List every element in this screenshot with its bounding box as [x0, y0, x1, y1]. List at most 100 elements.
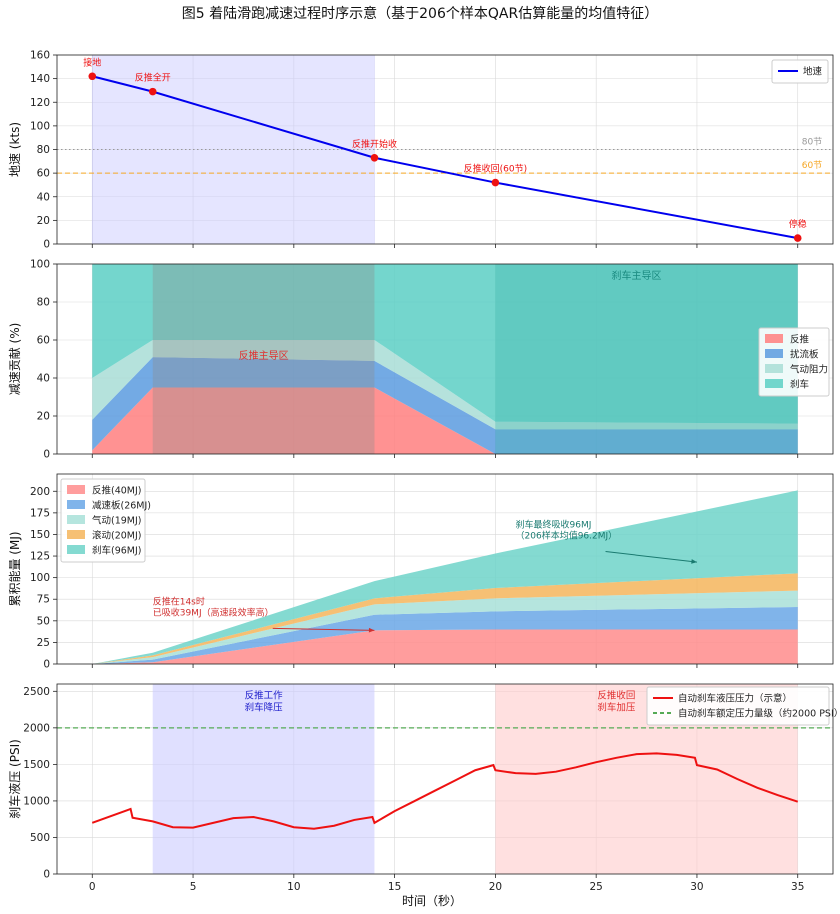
- legend-swatch-2: [765, 349, 783, 358]
- legend-item-2: 自动刹车额定压力量级（约2000 PSI）: [678, 708, 840, 720]
- y-tick-label: 1500: [23, 759, 50, 771]
- annotation-1-line-1: 反推在14s时: [153, 595, 205, 607]
- point-label-5: 停稳: [789, 218, 807, 230]
- region-label-2: 刹车主导区: [611, 269, 661, 282]
- legend-item-2: 扰流板: [790, 349, 819, 361]
- legend-swatch-3: [67, 515, 85, 524]
- legend-item-3: 气动阻力: [790, 364, 828, 376]
- legend-item-3: 气动(19MJ): [92, 515, 142, 527]
- region-label-2-2: 刹车加压: [597, 702, 636, 714]
- shaded-region-1: [152, 264, 375, 454]
- annotation-2-line-1: 刹车最终吸收96MJ: [516, 519, 592, 531]
- pressure-line: [91, 752, 799, 830]
- y-axis-label: 减速贡献 (%): [7, 323, 22, 396]
- y-tick-label: 0: [43, 449, 50, 461]
- legend-item-4: 滚动(20MJ): [92, 530, 142, 542]
- axes-frame: [56, 473, 834, 665]
- legend-item-4: 刹车: [790, 379, 809, 391]
- x-tick-label: 35: [791, 881, 804, 893]
- y-axis-label: 刹车液压 (PSI): [7, 739, 22, 819]
- legend-box: [60, 478, 146, 563]
- legend-item-1: 地速: [803, 66, 823, 78]
- y-tick-label: 0: [43, 869, 50, 881]
- y-tick-label: 100: [30, 572, 50, 584]
- shaded-region-2: [495, 264, 798, 454]
- y-tick-label: 60: [37, 168, 50, 180]
- x-tick-label: 15: [388, 881, 401, 893]
- point-label-2: 反推全开: [135, 72, 171, 84]
- legend-item-2: 减速板(26MJ): [92, 500, 151, 512]
- point-label-1: 接地: [83, 56, 101, 68]
- y-tick-label: 0: [43, 239, 50, 251]
- legend-swatch-1: [67, 485, 85, 494]
- annotation-arrow-1: [272, 627, 375, 631]
- plot-area: [57, 55, 833, 244]
- y-tick-label: 150: [30, 529, 50, 541]
- y-axis-label: 累积能量 (MJ): [8, 531, 22, 606]
- axes-frame: [56, 263, 834, 455]
- y-tick-label: 200: [30, 486, 50, 498]
- y-tick-label: 80: [37, 297, 50, 309]
- legend-swatch-5: [67, 545, 85, 554]
- annotation-2-line-2: （206样本均值96.2MJ）: [516, 530, 618, 542]
- legend-item-5: 刹车(96MJ): [92, 545, 142, 557]
- y-tick-label: 50: [37, 615, 50, 627]
- y-tick-label: 75: [37, 594, 50, 606]
- legend-swatch-4: [67, 530, 85, 539]
- y-tick-label: 20: [37, 215, 50, 227]
- y-tick-label: 40: [37, 373, 50, 385]
- legend-swatch-3: [765, 364, 783, 373]
- y-tick-label: 175: [30, 507, 50, 519]
- y-tick-label: 2000: [23, 722, 50, 734]
- x-tick-label: 5: [190, 881, 197, 893]
- legend-swatch-1: [765, 334, 783, 343]
- x-tick-label: 10: [287, 881, 300, 893]
- data-point-2: [148, 87, 157, 96]
- legend-item-1: 反推(40MJ): [92, 485, 142, 497]
- area-series-3: [92, 340, 798, 430]
- point-label-4: 反推收回(60节): [464, 163, 527, 175]
- plot-area: [92, 264, 798, 454]
- data-point-1: [88, 72, 97, 81]
- y-tick-label: 0: [43, 659, 50, 671]
- y-axis-label: 地速 (kts): [8, 122, 22, 177]
- legend-swatch-2: [67, 500, 85, 509]
- y-tick-label: 2500: [23, 686, 50, 698]
- y-tick-label: 500: [30, 832, 50, 844]
- y-tick-label: 1000: [23, 795, 50, 807]
- region-label-1: 反推主导区: [239, 349, 289, 362]
- area-series-2: [92, 357, 798, 454]
- y-tick-label: 80: [37, 144, 50, 156]
- y-tick-label: 40: [37, 191, 50, 203]
- panel-2: 反推主导区 刹车主导区 0 20 40 60 80 100 减速贡献 (%) 反推扰流板气动阻力刹…: [7, 259, 834, 461]
- data-point-5: [793, 234, 802, 242]
- area-series-1: [92, 629, 798, 664]
- plot-area: [92, 490, 798, 664]
- shaded-region-1: [152, 684, 375, 874]
- x-axis-label: 时间（秒）: [402, 894, 462, 908]
- data-point-4: [491, 178, 500, 187]
- annotation-arrow-2: [605, 551, 698, 563]
- point-label-3: 反推开始收: [352, 138, 397, 150]
- y-tick-label: 100: [30, 259, 50, 271]
- area-series-5: [92, 490, 798, 664]
- region-label-2-1: 反推收回: [597, 690, 635, 702]
- y-tick-label: 140: [30, 73, 50, 85]
- y-tick-label: 60: [37, 335, 50, 347]
- y-tick-label: 160: [30, 50, 50, 62]
- reference-label-80: 80节: [802, 137, 822, 148]
- figure-title: 图5 着陆滑跑减速过程时序示意（基于206个样本QAR估算能量的均值特征）: [182, 5, 658, 22]
- x-tick-label: 20: [489, 881, 502, 893]
- x-tick-label: 30: [690, 881, 703, 893]
- legend-box: [646, 686, 830, 726]
- area-series-2: [92, 607, 798, 664]
- annotation-arrowhead-2: [691, 559, 697, 564]
- region-label-1-2: 刹车降压: [245, 702, 284, 714]
- area-series-1: [92, 387, 798, 454]
- area-series-4: [92, 264, 798, 424]
- legend-item-1: 自动刹车液压压力（示意）: [678, 693, 792, 705]
